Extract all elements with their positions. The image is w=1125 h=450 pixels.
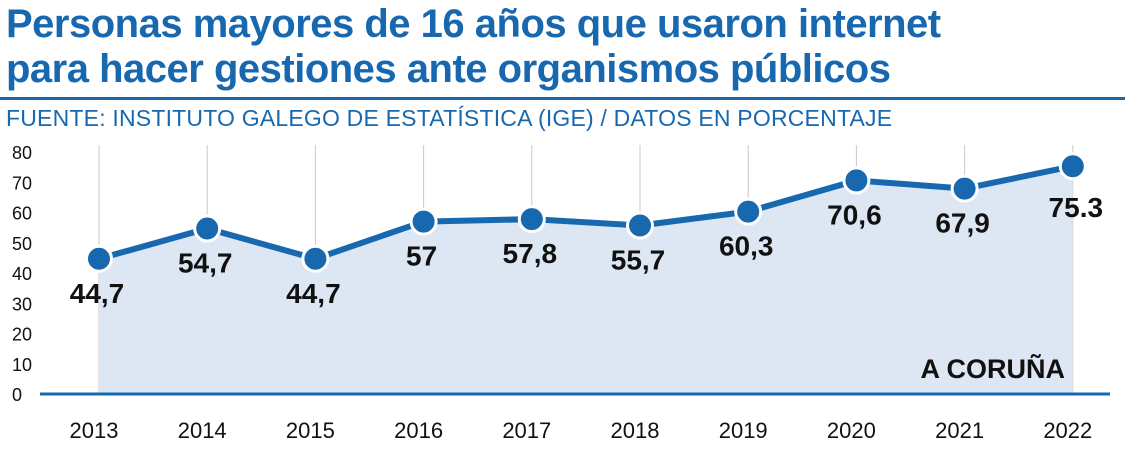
y-tick-label: 0 [12, 385, 22, 405]
data-point [842, 166, 871, 195]
data-points [85, 152, 1087, 273]
title-line-2: para hacer gestiones ante organismos púb… [6, 47, 891, 91]
data-label: 57,8 [503, 238, 558, 269]
title-line-1: Personas mayores de 16 años que usaron i… [6, 2, 941, 46]
data-label: 67,9 [935, 208, 990, 239]
data-label: 54,7 [178, 248, 233, 279]
y-tick-label: 30 [12, 294, 32, 314]
y-tick-label: 60 [12, 204, 32, 224]
y-tick-label: 40 [12, 264, 32, 284]
data-point [1058, 152, 1087, 181]
x-tick-label: 2017 [502, 418, 551, 443]
y-tick-label: 50 [12, 234, 32, 254]
x-axis: 2013 2014 2015 2016 2017 2018 2019 2020 2021 2022 [70, 418, 1093, 443]
y-tick-label: 80 [12, 143, 32, 163]
x-tick-label: 2016 [394, 418, 443, 443]
data-label: 44,7 [286, 278, 341, 309]
x-tick-label: 2020 [827, 418, 876, 443]
x-tick-label: 2021 [935, 418, 984, 443]
data-point [517, 205, 546, 234]
data-label: 44,7 [70, 278, 125, 309]
data-point [85, 244, 113, 273]
area-fill [99, 166, 1073, 394]
data-point [950, 174, 979, 203]
x-tick-label: 2019 [719, 418, 768, 443]
title-divider [0, 97, 1125, 100]
x-tick-label: 2015 [286, 418, 335, 443]
data-label: 75.3 [1049, 192, 1104, 223]
data-label: 60,3 [719, 231, 774, 262]
data-point [626, 211, 654, 240]
data-point [301, 244, 330, 273]
data-label: 57 [406, 241, 437, 272]
source-note: FUENTE: INSTITUTO GALEGO DE ESTATÍSTICA … [6, 105, 893, 131]
y-tick-label: 20 [12, 325, 32, 345]
data-point [409, 207, 438, 236]
chart-title: Personas mayores de 16 años que usaron i… [6, 2, 941, 92]
data-labels: 44,7 54,7 44,7 57 57,8 55,7 60,3 70,6 67,9 75.3 [70, 192, 1103, 309]
y-axis: 0 10 20 30 40 50 60 70 80 [12, 143, 32, 405]
series-line [98, 163, 1074, 262]
x-tick-label: 2014 [178, 418, 227, 443]
y-tick-label: 10 [12, 355, 32, 375]
y-tick-label: 70 [12, 173, 32, 193]
data-point [734, 197, 763, 226]
region-label: A CORUÑA [921, 353, 1066, 384]
data-label: 55,7 [611, 245, 666, 276]
data-point [193, 214, 222, 243]
x-tick-label: 2022 [1043, 418, 1092, 443]
x-tick-label: 2018 [611, 418, 660, 443]
x-tick-label: 2013 [70, 418, 119, 443]
data-label: 70,6 [827, 199, 882, 230]
